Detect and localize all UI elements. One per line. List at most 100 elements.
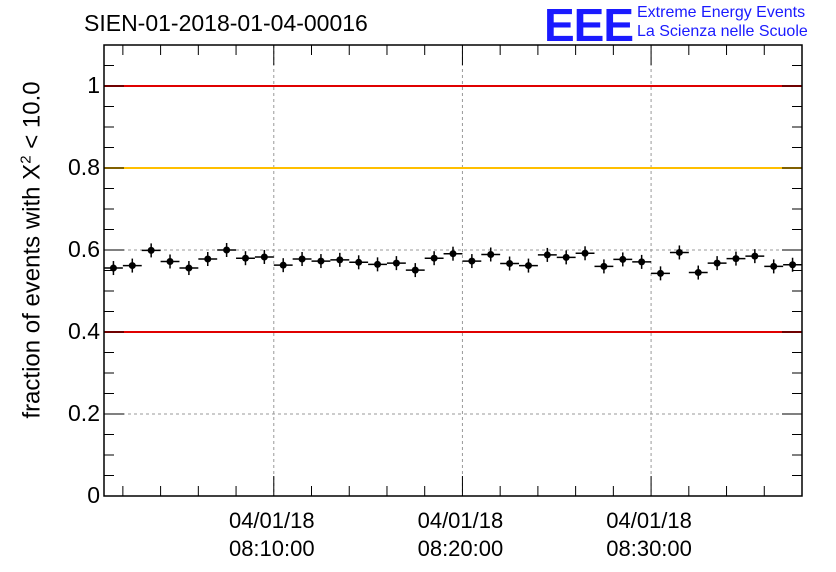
point-marker: [638, 258, 646, 266]
data-point: [707, 256, 727, 271]
data-point: [122, 258, 142, 273]
logo-text: Extreme Energy Events La Scienza nelle S…: [637, 3, 808, 41]
data-point: [349, 255, 369, 270]
x-tick-label: 04/01/18 08:30:00: [579, 507, 719, 563]
point-marker: [355, 258, 363, 266]
y-tick-label: 0: [87, 482, 100, 508]
data-point: [613, 252, 633, 267]
data-point: [688, 265, 708, 280]
data-point: [104, 261, 123, 276]
data-point: [160, 254, 180, 269]
point-marker: [543, 251, 551, 259]
x-tick-date: 04/01/18: [606, 508, 692, 533]
point-marker: [241, 254, 249, 262]
data-point: [405, 263, 425, 278]
data-point: [594, 259, 614, 274]
data-point: [783, 257, 802, 272]
data-point: [745, 249, 765, 264]
point-marker: [770, 262, 778, 270]
point-marker: [147, 246, 155, 254]
logo-line-1: Extreme Energy Events: [637, 4, 806, 21]
data-point: [330, 252, 350, 267]
x-tick-time: 08:10:00: [228, 536, 315, 561]
point-marker: [374, 260, 382, 268]
point-marker: [506, 260, 514, 268]
data-point: [575, 246, 595, 261]
point-marker: [732, 255, 740, 263]
axes: [103, 44, 803, 497]
point-marker: [657, 269, 665, 277]
x-tick-date: 04/01/18: [228, 508, 315, 533]
data-point: [537, 247, 557, 262]
data-point: [179, 261, 199, 276]
y-tick-label: 0.2: [68, 400, 100, 426]
data-point: [254, 249, 274, 264]
point-marker: [109, 264, 117, 272]
data-point: [519, 258, 538, 273]
point-marker: [581, 249, 589, 257]
chart-title: SIEN-01-2018-01-04-00016: [84, 10, 368, 36]
data-point: [368, 257, 387, 272]
point-marker: [223, 246, 231, 254]
data-point: [292, 252, 312, 267]
data-point: [462, 254, 482, 269]
y-tick-label: 0.6: [68, 236, 100, 262]
data-point: [273, 258, 293, 273]
x-tick-date: 04/01/18: [417, 508, 504, 533]
point-marker: [128, 262, 136, 270]
data-point: [443, 246, 463, 261]
eee-logo-icon: EEE: [544, 0, 634, 51]
point-marker: [524, 262, 532, 270]
data-point: [651, 266, 670, 281]
point-marker: [336, 256, 344, 264]
point-marker: [619, 255, 627, 263]
y-axis-label-sup: 2: [17, 155, 35, 164]
point-marker: [675, 248, 683, 256]
x-tick-time: 08:30:00: [606, 536, 692, 561]
data-point: [236, 251, 255, 266]
point-marker: [562, 253, 570, 261]
y-tick-label: 1: [87, 72, 100, 98]
point-marker: [487, 251, 495, 259]
point-marker: [713, 259, 721, 267]
data-point: [500, 256, 520, 271]
point-marker: [185, 264, 193, 272]
data-point: [141, 243, 161, 258]
point-marker: [751, 252, 759, 260]
x-tick-time: 08:20:00: [417, 536, 504, 561]
point-marker: [392, 259, 400, 267]
point-marker: [430, 254, 438, 262]
reference-lines: [104, 85, 802, 333]
data-point: [386, 256, 406, 271]
y-axis-label-prefix: fraction of events with X: [18, 163, 46, 419]
data-point: [198, 252, 218, 267]
logo-line-2: La Scienza nelle Scuole: [637, 23, 808, 40]
point-marker: [317, 257, 325, 265]
point-marker: [789, 261, 797, 269]
point-marker: [298, 255, 306, 263]
data-point: [556, 250, 576, 265]
point-marker: [411, 266, 419, 274]
y-tick-label: 0.8: [68, 154, 100, 180]
point-marker: [204, 255, 212, 263]
data-point: [632, 254, 652, 269]
point-marker: [260, 253, 268, 261]
data-point: [764, 259, 784, 274]
data-point: [217, 243, 237, 257]
x-tick-label: 04/01/18 08:20:00: [390, 507, 530, 563]
point-marker: [600, 262, 608, 270]
x-tick-label: 04/01/18 08:10:00: [202, 507, 342, 563]
data-point: [424, 251, 444, 266]
data-points: [104, 243, 802, 281]
point-marker: [279, 261, 287, 269]
point-marker: [468, 257, 476, 265]
point-marker: [449, 250, 457, 258]
y-tick-label: 0.4: [68, 318, 100, 344]
data-point: [726, 251, 746, 266]
data-point: [669, 245, 689, 260]
data-point: [311, 254, 331, 269]
point-marker: [694, 269, 702, 277]
point-marker: [166, 257, 174, 265]
data-point: [481, 247, 501, 262]
